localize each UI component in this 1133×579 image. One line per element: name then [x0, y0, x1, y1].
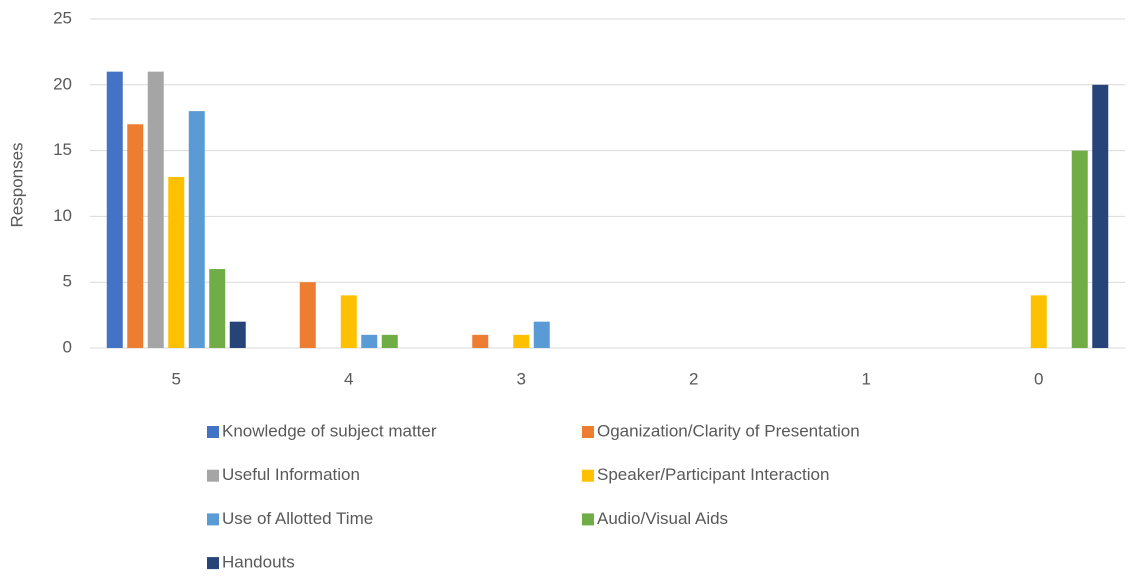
bar	[381, 334, 398, 348]
x-tick-label: 1	[862, 369, 871, 388]
bar	[340, 295, 357, 348]
x-tick-label: 0	[1034, 369, 1043, 388]
bar	[361, 334, 378, 348]
legend-swatch	[207, 426, 219, 438]
legend-label: Audio/Visual Aids	[597, 509, 728, 528]
x-tick-label: 4	[344, 369, 353, 388]
legend-label: Speaker/Participant Interaction	[597, 465, 829, 484]
x-tick-label: 5	[172, 369, 181, 388]
bar	[127, 124, 144, 348]
y-tick-label: 0	[63, 337, 72, 356]
y-tick-label: 10	[53, 206, 72, 225]
y-tick-label: 15	[53, 140, 72, 159]
legend-label: Use of Allotted Time	[222, 509, 373, 528]
bar	[188, 111, 205, 349]
legend-swatch	[207, 469, 219, 482]
bar	[1030, 295, 1047, 348]
legend-swatch	[582, 469, 594, 482]
y-axis-label: Responses	[7, 142, 26, 227]
x-tick-label: 2	[689, 369, 698, 388]
legend-swatch	[582, 513, 594, 526]
legend-label: Knowledge of subject matter	[222, 421, 437, 440]
bar	[168, 176, 185, 348]
x-tick-label: 3	[517, 369, 526, 388]
legend-label: Oganization/Clarity of Presentation	[597, 421, 860, 440]
y-tick-label: 5	[63, 272, 72, 291]
bar	[299, 282, 316, 348]
legend-swatch	[207, 513, 219, 526]
bar	[229, 321, 246, 348]
y-tick-label: 20	[53, 74, 72, 93]
bar	[513, 334, 530, 348]
bar	[147, 71, 164, 348]
bar	[472, 334, 489, 348]
y-tick-label: 25	[53, 8, 72, 27]
legend-label: Useful Information	[222, 465, 360, 484]
bar	[106, 71, 123, 348]
bar	[533, 321, 550, 348]
legend-swatch	[207, 557, 219, 570]
bar	[1071, 150, 1088, 348]
bar	[1092, 84, 1109, 349]
legend-swatch	[582, 426, 594, 438]
bar	[209, 269, 226, 348]
legend-label: Handouts	[222, 553, 295, 572]
